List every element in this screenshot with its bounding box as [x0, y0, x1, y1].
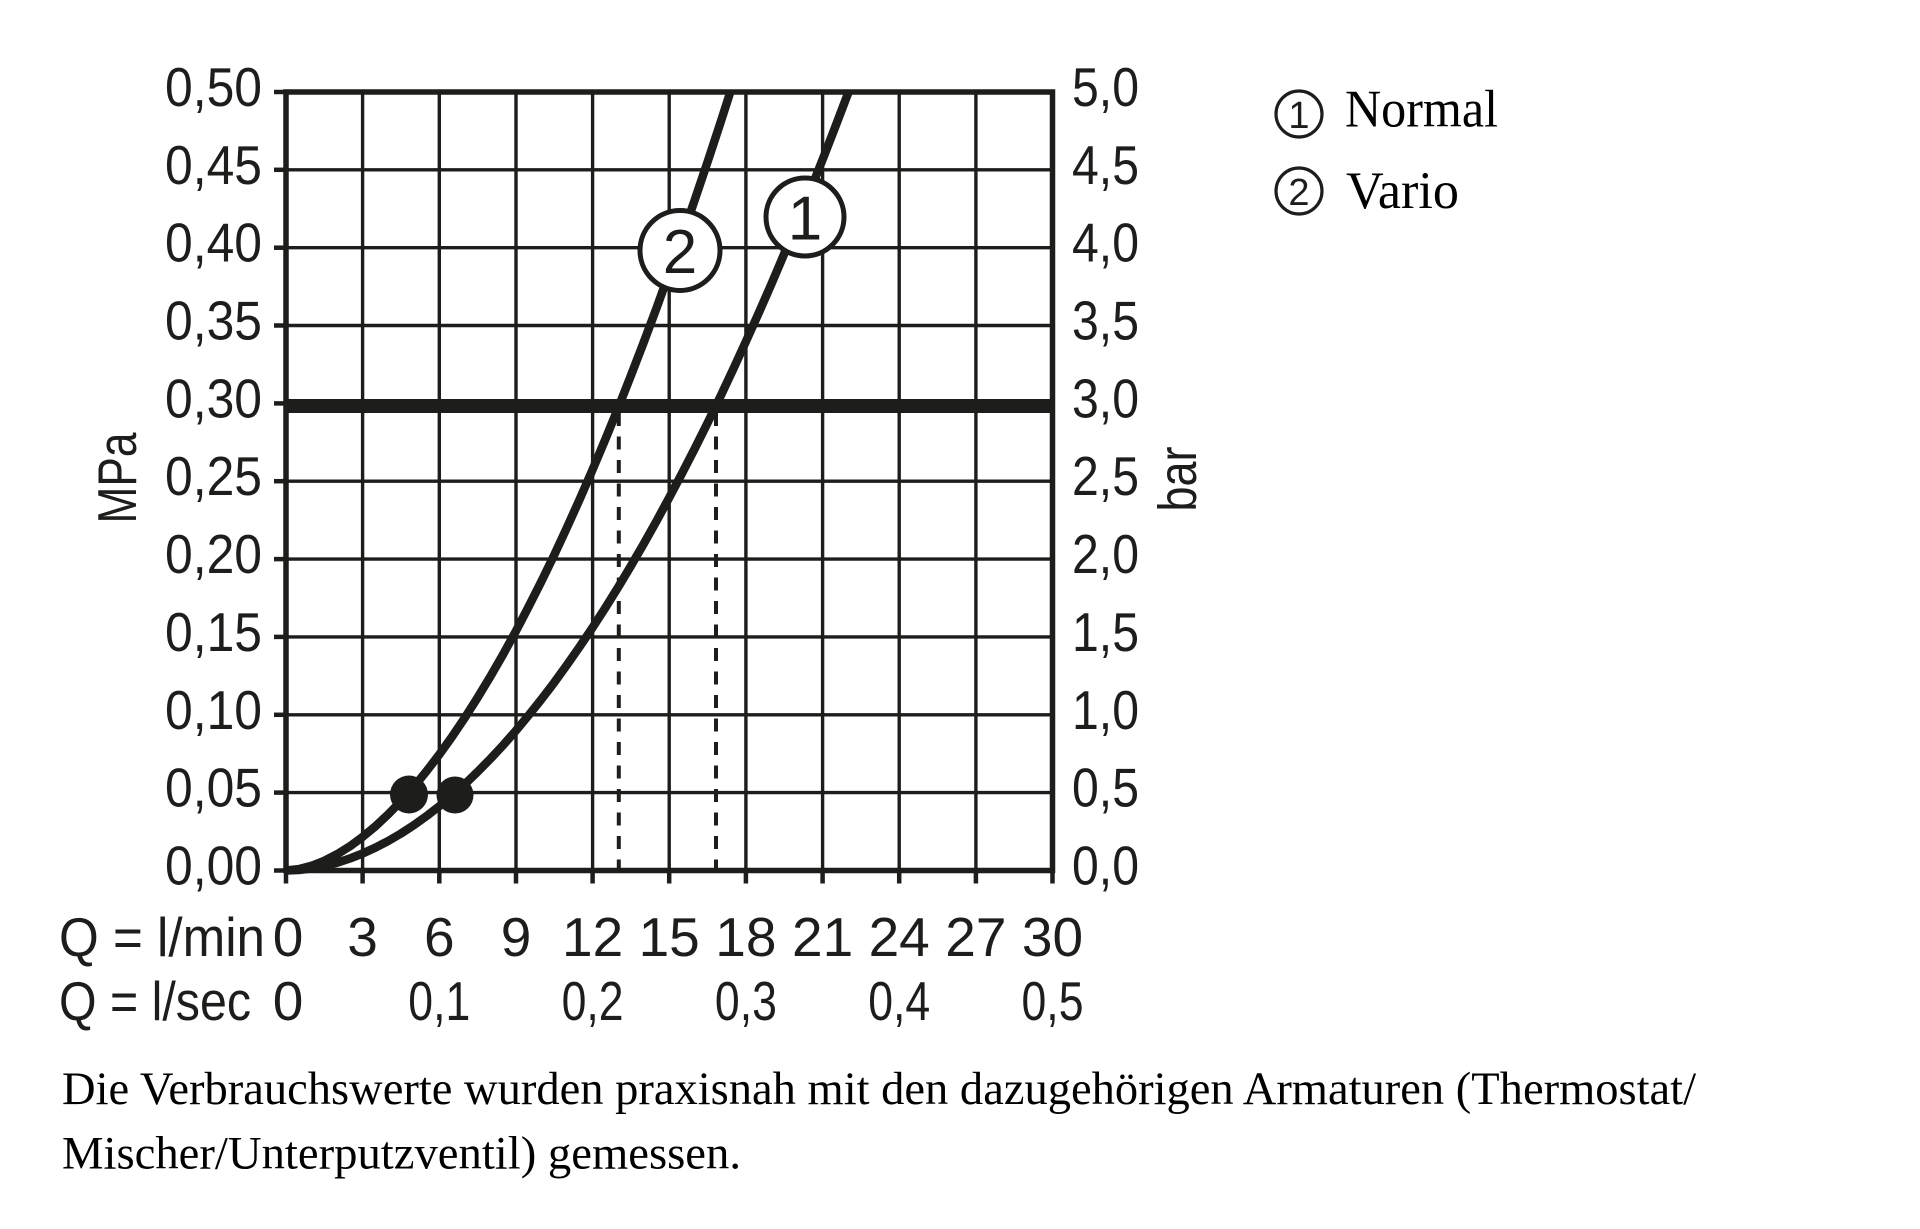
svg-text:0,15: 0,15 — [165, 601, 262, 663]
svg-text:MPa: MPa — [86, 432, 148, 523]
svg-text:24: 24 — [869, 906, 930, 968]
svg-text:0: 0 — [273, 970, 304, 1032]
svg-text:0,20: 0,20 — [165, 523, 262, 585]
svg-text:0,35: 0,35 — [165, 290, 262, 352]
svg-text:1,0: 1,0 — [1072, 679, 1139, 741]
svg-text:0,45: 0,45 — [165, 134, 262, 196]
svg-text:Q = l/min: Q = l/min — [59, 906, 265, 968]
svg-text:0,50: 0,50 — [165, 56, 262, 118]
svg-text:21: 21 — [792, 906, 853, 968]
svg-text:3,0: 3,0 — [1072, 367, 1139, 429]
svg-text:0,40: 0,40 — [165, 212, 262, 274]
svg-text:0,00: 0,00 — [165, 835, 262, 897]
svg-text:2,0: 2,0 — [1072, 523, 1139, 585]
svg-text:Q = l/sec: Q = l/sec — [59, 970, 251, 1032]
svg-text:0,5: 0,5 — [1072, 757, 1139, 819]
svg-text:5,0: 5,0 — [1072, 56, 1139, 118]
svg-text:0,25: 0,25 — [165, 445, 262, 507]
svg-text:2,5: 2,5 — [1072, 445, 1139, 507]
svg-text:1: 1 — [1288, 95, 1309, 137]
svg-text:1,5: 1,5 — [1072, 601, 1139, 663]
svg-text:1: 1 — [788, 185, 822, 254]
svg-text:2: 2 — [1288, 172, 1309, 214]
svg-text:0,30: 0,30 — [165, 367, 262, 429]
svg-text:0,0: 0,0 — [1072, 835, 1139, 897]
svg-text:0,1: 0,1 — [408, 970, 470, 1032]
svg-text:30: 30 — [1022, 906, 1083, 968]
svg-text:Mischer/Unterputzventil) gemes: Mischer/Unterputzventil) gemessen. — [62, 1129, 741, 1180]
svg-text:18: 18 — [715, 906, 776, 968]
svg-text:0,05: 0,05 — [165, 757, 262, 819]
svg-text:12: 12 — [562, 906, 623, 968]
svg-text:0,2: 0,2 — [562, 970, 624, 1032]
svg-text:4,5: 4,5 — [1072, 134, 1139, 196]
svg-text:Die Verbrauchswerte wurden pra: Die Verbrauchswerte wurden praxisnah mit… — [62, 1064, 1696, 1115]
svg-text:0,4: 0,4 — [868, 970, 930, 1032]
svg-text:15: 15 — [639, 906, 700, 968]
svg-text:0: 0 — [273, 906, 304, 968]
svg-text:0,10: 0,10 — [165, 679, 262, 741]
svg-text:0,3: 0,3 — [715, 970, 777, 1032]
svg-text:9: 9 — [501, 906, 532, 968]
svg-text:bar: bar — [1148, 446, 1208, 511]
svg-text:3: 3 — [347, 906, 378, 968]
svg-text:3,5: 3,5 — [1072, 290, 1139, 352]
svg-text:4,0: 4,0 — [1072, 212, 1139, 274]
svg-text:2: 2 — [663, 218, 697, 287]
svg-text:0,5: 0,5 — [1022, 970, 1084, 1032]
svg-text:6: 6 — [424, 906, 455, 968]
svg-text:Vario: Vario — [1346, 162, 1459, 220]
svg-text:Normal: Normal — [1345, 81, 1498, 139]
svg-text:27: 27 — [945, 906, 1006, 968]
